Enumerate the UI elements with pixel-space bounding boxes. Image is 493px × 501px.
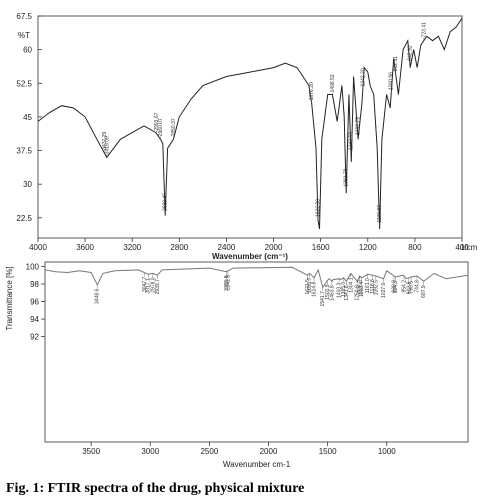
- x-tick-label: 3200: [123, 243, 141, 252]
- peak-label: 2993.67: [154, 112, 160, 130]
- y-tick-label: 60: [23, 46, 32, 55]
- plot-frame: [44, 261, 469, 443]
- peak-label: 723.41: [421, 22, 427, 38]
- x-tick-label: 1500: [319, 447, 337, 456]
- x-tick-label: 400: [455, 243, 469, 252]
- peak-label: 1498.53: [330, 74, 336, 92]
- peak-label: 1250.8: [355, 285, 361, 301]
- y-tick-label: 67.5: [16, 12, 32, 21]
- y-tick-label: 22.5: [16, 214, 32, 223]
- peak-label: 3416.09: [104, 136, 110, 154]
- peak-label: 1614.8: [312, 281, 318, 297]
- y-tick-label: 92: [30, 333, 39, 342]
- y-tick-label: 52.5: [16, 79, 32, 88]
- peak-label: 1671.5: [305, 279, 311, 295]
- peak-label: 1541.7: [320, 291, 326, 307]
- x-tick-label: 2500: [200, 447, 218, 456]
- peak-label: 1342.59: [348, 132, 354, 150]
- y-tick-label: 45: [23, 113, 32, 122]
- y-tick-label: 30: [23, 180, 32, 189]
- x-tick-label: 4000: [29, 243, 47, 252]
- peak-label: 3047.7: [142, 276, 148, 292]
- peak-label: 2355.8: [224, 275, 230, 291]
- x-unit-label: 1/cm: [460, 243, 478, 252]
- peak-label: 1242.20: [360, 68, 366, 86]
- y-tick-label: 94: [30, 315, 39, 324]
- x-tick-label: 3500: [82, 447, 100, 456]
- peak-label: 1365.0: [341, 282, 347, 298]
- peak-label: 687.9: [421, 285, 427, 298]
- x-axis-label: Wavenumber cm-1: [223, 460, 291, 469]
- peak-label: 1100.83: [377, 205, 383, 223]
- x-axis-label: Wavenumber (cm⁻¹): [212, 252, 288, 261]
- peak-label: 924.3: [393, 281, 399, 294]
- peak-label: 1000.96: [389, 72, 395, 90]
- peak-label: 2939.7: [155, 279, 161, 295]
- x-tick-label: 2800: [170, 243, 188, 252]
- peak-label: 1282.75: [356, 117, 362, 135]
- x-tick-label: 3000: [141, 447, 159, 456]
- x-tick-label: 2000: [260, 447, 278, 456]
- x-tick-label: 1600: [312, 243, 330, 252]
- x-tick-label: 1000: [378, 447, 396, 456]
- y-axis-label: %T: [18, 31, 30, 40]
- peak-label: 962.51: [393, 56, 399, 72]
- x-tick-label: 1200: [359, 243, 377, 252]
- caption: Fig. 1: FTIR spectra of the drug, physic…: [6, 481, 304, 496]
- peak-label: 2850.37: [171, 118, 177, 136]
- peak-label: 744.8: [414, 280, 420, 293]
- peak-label: 1161.0: [365, 278, 371, 293]
- peak-label: 1304.1: [348, 277, 354, 293]
- peak-label: 842.92: [407, 45, 413, 61]
- peak-label: 1027.0: [381, 282, 387, 298]
- peak-label: 2978.0: [150, 277, 156, 293]
- x-tick-label: 800: [408, 243, 422, 252]
- peak-label: 1676.20: [309, 82, 315, 100]
- peak-label: 1463.8: [329, 285, 335, 301]
- peak-label: 2960.07: [158, 118, 164, 136]
- x-tick-label: 3600: [76, 243, 94, 252]
- y-tick-label: 96: [30, 298, 39, 307]
- peak-label: 1501.9: [325, 284, 331, 300]
- y-axis-label: Transmittance [%]: [5, 266, 14, 330]
- peak-label: 3448.6: [95, 288, 101, 304]
- peak-label: 3017.1: [146, 278, 152, 294]
- x-tick-label: 2400: [218, 243, 236, 252]
- peak-label: 1622.90: [315, 199, 321, 217]
- peak-label: 1092.5: [373, 280, 379, 296]
- peak-label: 2920.45: [163, 193, 169, 211]
- peak-label: 1228.3: [357, 280, 363, 296]
- peak-label: 812.8: [406, 282, 412, 295]
- peak-label: 3437.29: [102, 131, 108, 149]
- peak-label: 939.0: [391, 280, 397, 293]
- y-tick-label: 100: [26, 262, 40, 271]
- peak-label: 1213.4: [359, 282, 365, 298]
- x-tick-label: 2000: [265, 243, 283, 252]
- peak-label: 1341.8: [344, 285, 350, 301]
- peak-label: 2342.8: [225, 275, 231, 291]
- peak-label: 1118.8: [370, 279, 376, 294]
- y-tick-label: 37.5: [16, 147, 32, 156]
- peak-label: 793.5: [409, 281, 415, 294]
- peak-label: 854.2: [402, 280, 408, 293]
- spectrum-line: [37, 17, 463, 230]
- peak-label: 1403.3: [337, 282, 343, 298]
- y-tick-label: 98: [30, 280, 39, 289]
- peak-label: 1383.78: [344, 168, 350, 186]
- peak-label: 1651.7: [307, 277, 313, 293]
- spectrum-line: [44, 266, 469, 289]
- plot-frame: [37, 15, 463, 239]
